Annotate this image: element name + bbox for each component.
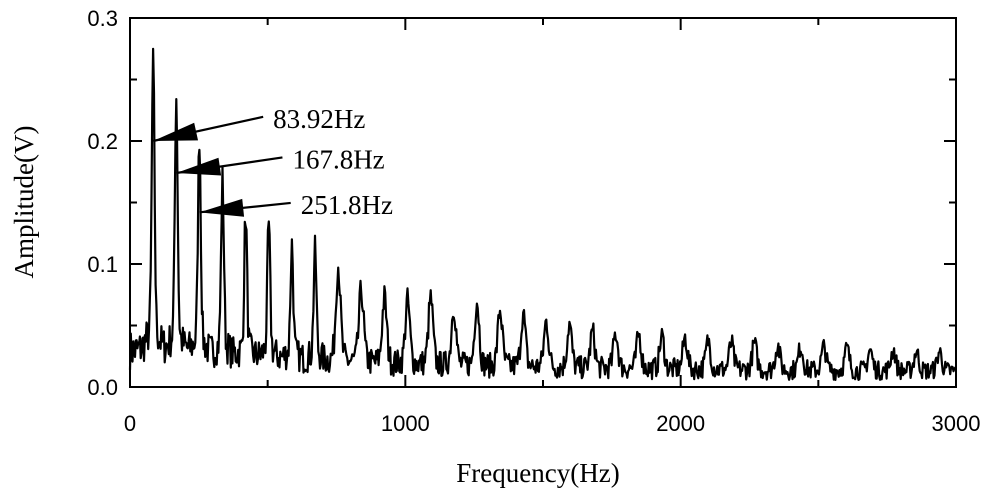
y-axis-title: Amplitude(V): [9, 126, 39, 279]
annotation-3: 251.8Hz: [199, 190, 393, 220]
series-line-spectrum: [128, 47, 958, 381]
axis-ticks: [129, 17, 957, 388]
x-tick-label: 1000: [381, 411, 430, 436]
annotation-label: 167.8Hz: [292, 144, 384, 174]
y-tick-label: 0.3: [87, 6, 118, 31]
plot-frame: [129, 17, 957, 388]
annotation-label: 83.92Hz: [273, 104, 365, 134]
y-tick-label: 0.0: [87, 375, 118, 400]
annotation-label: 251.8Hz: [301, 190, 393, 220]
x-axis-title: Frequency(Hz): [456, 458, 619, 488]
annotation-arrowhead: [176, 157, 222, 176]
tick-labels: 0 1000 2000 3000 0.0 0.1 0.2 0.3: [87, 6, 980, 436]
annotations: 83.92Hz 167.8Hz 251.8Hz: [152, 104, 393, 220]
y-tick-label: 0.1: [87, 252, 118, 277]
x-tick-label: 2000: [656, 411, 705, 436]
x-tick-label: 3000: [932, 411, 981, 436]
annotation-arrowhead: [153, 122, 199, 141]
annotation-2: 167.8Hz: [176, 144, 385, 176]
annotation-arrowhead: [199, 198, 245, 217]
y-tick-label: 0.2: [87, 129, 118, 154]
x-tick-label: 0: [124, 411, 136, 436]
annotation-1: 83.92Hz: [152, 104, 365, 143]
